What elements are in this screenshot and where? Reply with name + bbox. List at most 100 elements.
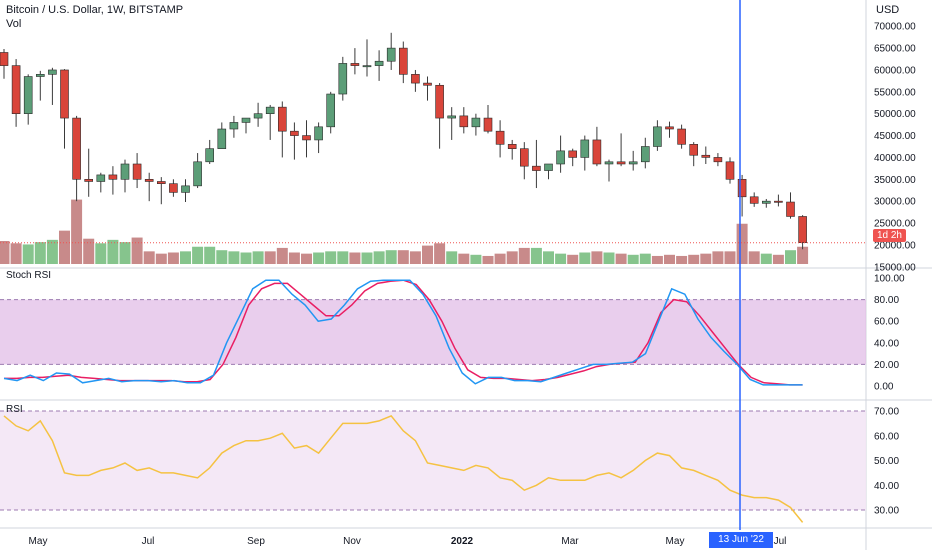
rsi-tick-label: 70.00: [874, 407, 899, 418]
volume-bar: [785, 250, 796, 264]
candle-body: [544, 163, 553, 171]
candle-body: [435, 84, 444, 119]
candle-body: [277, 106, 287, 132]
stoch-tick-label: 20.00: [874, 360, 899, 371]
candle-body: [640, 146, 650, 163]
cursor-date-badge: 13 Jun '22: [709, 532, 773, 548]
price-tick-label: 20000.00: [874, 240, 916, 251]
volume-bar: [543, 251, 554, 264]
volume-bar: [337, 251, 349, 264]
volume-bar: [0, 241, 10, 264]
stoch-tick-label: 100.00: [874, 274, 905, 285]
candle-body: [519, 148, 529, 167]
volume-label: Vol: [6, 18, 22, 30]
time-tick-label: Sep: [247, 536, 265, 547]
stoch-tick-label: 60.00: [874, 317, 899, 328]
stoch-band: [0, 299, 866, 365]
volume-bar: [10, 243, 22, 264]
volume-bar: [676, 255, 688, 264]
price-tick-label: 55000.00: [874, 87, 916, 98]
rsi-line: [3, 414, 804, 523]
volume-bar: [119, 242, 131, 264]
price-tick-label: 25000.00: [874, 219, 916, 230]
candle-body: [157, 181, 166, 184]
candle-body: [11, 65, 21, 115]
volume-bar: [506, 251, 518, 264]
stoch-rsi-title: Stoch RSI: [6, 270, 52, 281]
candle-body: [120, 163, 130, 180]
candle-body: [483, 117, 493, 132]
volume-bar: [95, 243, 107, 264]
volume-bar: [385, 250, 397, 264]
rsi-title: RSI: [6, 404, 23, 415]
countdown-badge: 1d 2h: [872, 229, 906, 242]
volume-bar: [276, 247, 288, 264]
symbol-title: Bitcoin / U.S. Dollar, 1W, BITSTAMP: [6, 4, 184, 16]
time-tick-label: May: [29, 536, 48, 547]
volume-bar: [615, 253, 627, 264]
candle-body: [84, 178, 93, 182]
candle-body: [350, 63, 360, 66]
candle-body: [205, 148, 214, 163]
candle-body: [665, 126, 674, 130]
volume-bar: [712, 251, 724, 264]
candle-body: [798, 216, 807, 244]
volume-bar: [627, 254, 639, 264]
stoch-k-line: [3, 279, 803, 386]
volume-bar: [288, 252, 300, 264]
volume-bar: [59, 230, 70, 264]
volume-bar: [639, 253, 651, 264]
candle-body: [314, 126, 323, 141]
volume-bar: [664, 254, 675, 264]
candle-body: [253, 113, 263, 119]
volume-bar: [724, 251, 736, 264]
volume-bar: [22, 244, 34, 264]
volume-bar: [797, 246, 809, 264]
candle-body: [556, 150, 565, 165]
candle-body: [471, 117, 481, 128]
stoch-tick-label: 80.00: [874, 295, 899, 306]
volume-bar: [446, 251, 458, 264]
candle-body: [532, 165, 541, 171]
rsi-band: [0, 411, 866, 510]
price-tick-label: 40000.00: [874, 153, 916, 164]
candle-body: [265, 106, 275, 115]
volume-bar: [603, 252, 615, 264]
rsi-tick-label: 60.00: [874, 431, 899, 442]
candle-body: [386, 47, 396, 62]
time-tick-label: May: [666, 536, 685, 547]
volume-bar: [71, 199, 83, 264]
volume-bar: [591, 251, 603, 264]
candle-body: [241, 117, 251, 123]
candle-body: [653, 126, 662, 147]
price-tick-label: 65000.00: [874, 44, 916, 55]
candle-body: [144, 178, 154, 182]
time-tick-label: Nov: [343, 536, 361, 547]
candle-body: [628, 161, 638, 165]
candle-body: [580, 139, 590, 158]
stoch-tick-label: 40.00: [874, 338, 899, 349]
time-tick-label: 2022: [451, 536, 474, 547]
candle-body: [713, 157, 723, 163]
candle-body: [423, 82, 432, 86]
rsi-tick-label: 50.00: [874, 456, 899, 467]
price-tick-label: 30000.00: [874, 197, 916, 208]
candle-body: [725, 161, 735, 180]
volume-bar: [131, 237, 143, 264]
candle-body: [677, 128, 686, 145]
candle-body: [23, 76, 33, 115]
candle-body: [193, 161, 202, 187]
candle-body: [786, 201, 795, 217]
candle-body: [568, 150, 578, 158]
candle-body: [774, 200, 783, 203]
volume-bar: [748, 251, 760, 264]
volume-bar: [579, 252, 591, 264]
candle-body: [72, 117, 81, 180]
volume-bar: [409, 251, 421, 264]
volume-bar: [192, 246, 204, 264]
candle-body: [701, 154, 711, 158]
rsi-tick-label: 40.00: [874, 481, 899, 492]
volume-bar: [760, 253, 772, 264]
